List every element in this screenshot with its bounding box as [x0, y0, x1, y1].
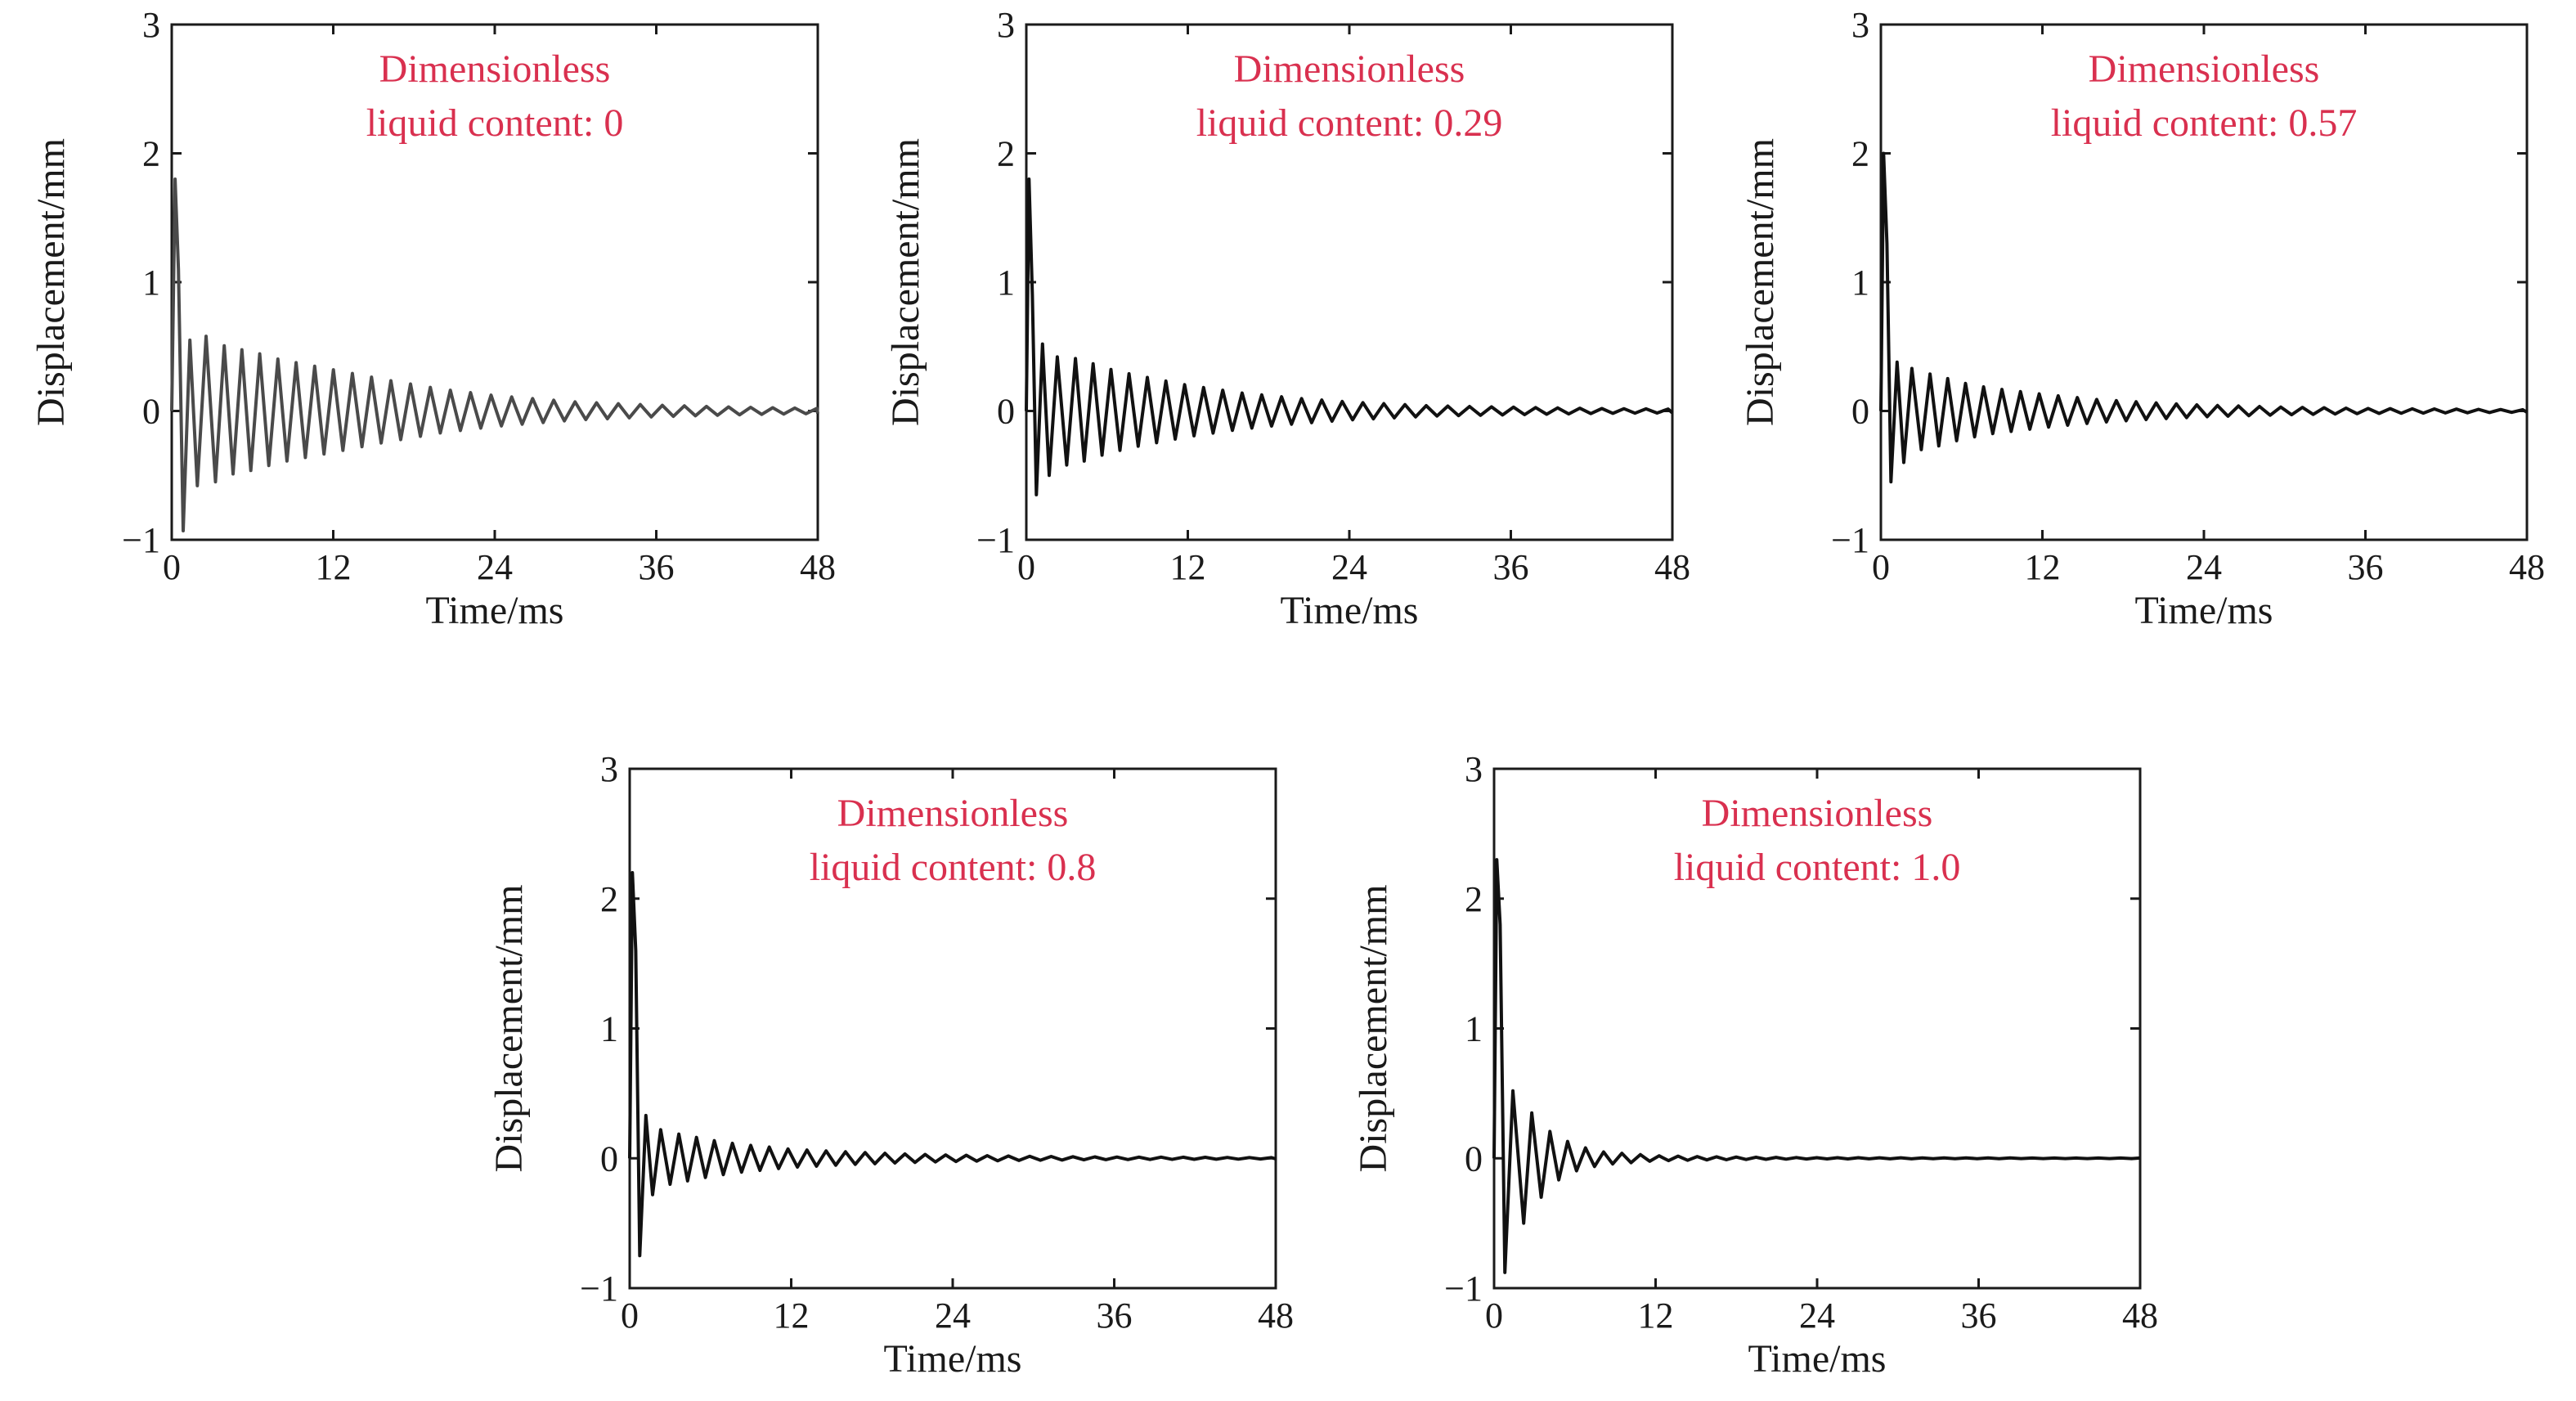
x-tick-label: 36	[1097, 1295, 1133, 1336]
annotation-line-1: Dimensionless	[379, 47, 611, 91]
y-axis-title: Displacement/mm	[1739, 138, 1782, 426]
x-tick-label: 48	[2122, 1295, 2158, 1336]
y-tick-label: −1	[122, 520, 160, 560]
x-axis-title: Time/ms	[1281, 589, 1419, 632]
displacement-series-line	[1879, 151, 2529, 484]
x-tick-label: 24	[477, 547, 513, 587]
y-tick-label: 2	[142, 134, 160, 174]
x-axis-title: Time/ms	[426, 589, 564, 632]
annotation-line-2: liquid content: 0.29	[1196, 101, 1503, 145]
y-axis-title: Displacement/mm	[29, 138, 73, 426]
annotation-line-1: Dimensionless	[1702, 792, 1933, 835]
x-tick-label: 0	[1017, 547, 1035, 587]
x-tick-label: 36	[2348, 547, 2384, 587]
x-tick-label: 36	[639, 547, 675, 587]
x-tick-label: 24	[1799, 1295, 1835, 1336]
chart-panel-2: 0 12 24 36 48−10123Time/msDisplacement/mmDim…	[884, 5, 1690, 632]
x-axis-title: Time/ms	[1748, 1337, 1887, 1381]
x-tick-label: 12	[774, 1295, 810, 1336]
annotation-line-1: Dimensionless	[2089, 47, 2320, 91]
x-tick-label: 48	[1258, 1295, 1294, 1336]
x-axis-title: Time/ms	[2135, 589, 2273, 632]
x-tick-label: 12	[316, 547, 352, 587]
y-tick-label: 2	[997, 134, 1015, 174]
displacement-series-line	[628, 871, 1277, 1258]
y-tick-label: −1	[1444, 1269, 1483, 1309]
x-tick-label: 24	[935, 1295, 971, 1336]
y-tick-label: 2	[1465, 879, 1483, 919]
y-tick-label: 1	[1465, 1009, 1483, 1049]
y-tick-label: 0	[1851, 392, 1869, 432]
y-tick-label: 3	[997, 5, 1015, 45]
displacement-series-line	[1025, 177, 1674, 496]
y-tick-label: 1	[1851, 263, 1869, 303]
y-tick-label: 1	[600, 1009, 618, 1049]
y-axis-title: Displacement/mm	[884, 138, 927, 426]
y-tick-label: 3	[142, 5, 160, 45]
displacement-series-line	[170, 177, 819, 532]
annotation-line-2: liquid content: 1.0	[1674, 846, 1961, 889]
x-tick-label: 0	[163, 547, 181, 587]
y-tick-label: 0	[142, 392, 160, 432]
y-tick-label: 1	[142, 263, 160, 303]
y-tick-label: 0	[1465, 1138, 1483, 1179]
y-axis-title: Displacement/mm	[487, 885, 531, 1173]
y-tick-label: −1	[976, 520, 1015, 560]
x-tick-label: 0	[621, 1295, 639, 1336]
annotation-line-1: Dimensionless	[837, 792, 1069, 835]
x-tick-label: 24	[2186, 547, 2222, 587]
y-tick-label: −1	[580, 1269, 618, 1309]
x-tick-label: 36	[1493, 547, 1529, 587]
chart-panel-3: 0 12 24 36 48−10123Time/msDisplacement/mmDim…	[1739, 5, 2545, 632]
x-tick-label: 12	[1170, 547, 1206, 587]
annotation-line-2: liquid content: 0.8	[810, 846, 1097, 889]
x-tick-label: 48	[800, 547, 836, 587]
y-tick-label: 2	[1851, 134, 1869, 174]
annotation-line-1: Dimensionless	[1234, 47, 1465, 91]
x-tick-label: 48	[1654, 547, 1690, 587]
y-tick-label: 2	[600, 879, 618, 919]
y-tick-label: 0	[997, 392, 1015, 432]
y-tick-label: 0	[600, 1138, 618, 1179]
chart-panel-1: 0 12 24 36 48−10123Time/msDisplacement/mmDim…	[29, 5, 836, 632]
x-tick-label: 48	[2509, 547, 2545, 587]
x-tick-label: 36	[1961, 1295, 1997, 1336]
x-tick-label: 12	[2025, 547, 2061, 587]
y-tick-label: 3	[1465, 749, 1483, 789]
chart-panel-4: 0 12 24 36 48−10123Time/msDisplacement/mmDim…	[487, 749, 1294, 1381]
y-tick-label: 3	[1851, 5, 1869, 45]
annotation-line-2: liquid content: 0.57	[2051, 101, 2358, 145]
y-tick-label: 1	[997, 263, 1015, 303]
y-tick-label: −1	[1831, 520, 1869, 560]
chart-panel-5: 0 12 24 36 48−10123Time/msDisplacement/mmDim…	[1352, 749, 2158, 1381]
displacement-series-line	[1492, 858, 2141, 1274]
x-axis-title: Time/ms	[884, 1337, 1022, 1381]
x-tick-label: 24	[1331, 547, 1367, 587]
y-axis-title: Displacement/mm	[1352, 885, 1395, 1173]
annotation-line-2: liquid content: 0	[366, 101, 624, 145]
x-tick-label: 0	[1872, 547, 1890, 587]
x-tick-label: 12	[1638, 1295, 1674, 1336]
x-tick-label: 0	[1485, 1295, 1503, 1336]
y-tick-label: 3	[600, 749, 618, 789]
